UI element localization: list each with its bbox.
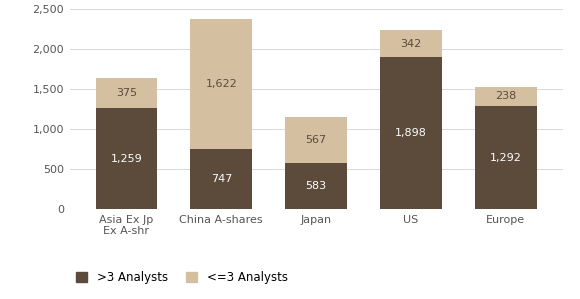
Text: 1,259: 1,259 [111, 154, 142, 164]
Bar [380, 30, 442, 57]
Text: 238: 238 [495, 91, 516, 101]
Bar [285, 163, 347, 209]
Bar [190, 150, 252, 209]
Legend: >3 Analysts, <=3 Analysts: >3 Analysts, <=3 Analysts [75, 271, 288, 284]
Bar [475, 87, 536, 106]
Bar [96, 78, 157, 109]
Bar [96, 109, 157, 209]
Text: 1,292: 1,292 [490, 152, 521, 163]
Text: 567: 567 [306, 135, 327, 145]
Bar [190, 19, 252, 150]
Text: 1,898: 1,898 [395, 128, 427, 138]
Text: 1,622: 1,622 [205, 80, 237, 89]
Bar [380, 57, 442, 209]
Text: 747: 747 [211, 174, 232, 184]
Text: 583: 583 [306, 181, 327, 191]
Bar [285, 117, 347, 163]
Bar [475, 106, 536, 209]
Text: 375: 375 [116, 89, 137, 98]
Text: 342: 342 [400, 39, 422, 48]
